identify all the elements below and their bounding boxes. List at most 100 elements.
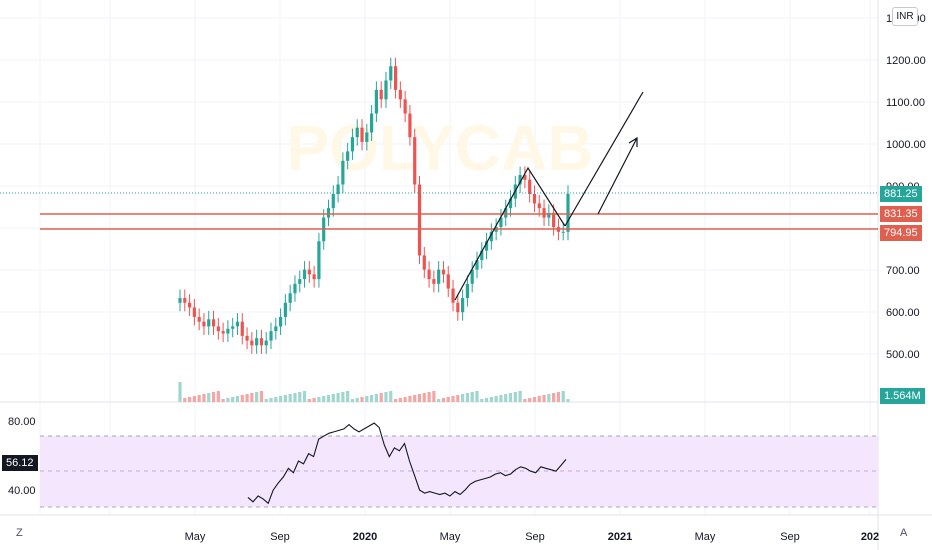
candle-body [398,89,402,100]
candle-body [384,80,388,100]
volume-bar [207,393,211,402]
volume-bar [365,396,369,402]
volume-bar [187,397,192,402]
volume-bar [556,392,561,402]
price-tick: 600.00 [886,307,920,319]
volume-bar [547,394,551,402]
candle-body [552,212,556,228]
volume-bar [513,392,517,402]
time-label: Sep [525,531,545,543]
volume-bars [178,382,570,402]
volume-badge: 1.564M [880,388,925,404]
candle-body [269,331,273,341]
volume-bar [542,395,546,402]
volume-bar [403,397,407,402]
candle-body [470,269,474,284]
candle-body [446,274,450,289]
candle-body [499,217,503,228]
volume-bar [293,393,297,402]
candle-body [480,250,484,261]
candle-body [307,269,311,275]
volume-bar [470,392,474,402]
volume-bar [475,391,479,402]
candle-body [408,113,412,138]
volume-bar [374,394,378,402]
volume-bar [432,391,436,402]
volume-bar [427,392,431,402]
volume-bar [336,393,340,402]
candle-body [192,307,196,317]
volume-bar [456,395,460,402]
volume-bar [231,397,235,402]
candle-body [245,335,249,341]
rsi-axis[interactable]: 80.00 40.00 [8,416,36,497]
volume-bar [331,394,335,402]
candle-body [274,326,278,332]
candle-body [561,231,565,233]
volume-bar [274,397,278,402]
volume-bar [312,398,316,402]
candle-body [360,127,364,142]
volume-bar [566,399,570,402]
volume-bar [350,399,355,402]
candle-body [508,198,513,209]
volume-bar [221,399,225,402]
candle-body [341,160,345,185]
candle-body [283,302,287,317]
volume-bar [389,391,393,402]
volume-bar [528,398,532,402]
time-label: 202 [861,531,879,543]
time-label: Sep [270,531,290,543]
candle-body [451,288,455,303]
candle-body [566,193,570,232]
pattern-drawing[interactable] [454,91,644,301]
volume-bar [370,395,374,402]
volume-bar [484,398,489,402]
volume-bar [422,393,426,402]
currency-button[interactable]: INR [892,7,918,26]
pattern-trendline[interactable] [454,166,566,301]
candle-body [523,175,527,180]
price-candles [178,57,570,354]
volume-bar [235,396,240,402]
candle-body [302,269,307,280]
volume-bar [255,392,259,402]
candle-body [226,328,230,334]
volume-bar [283,395,287,402]
candle-body [432,279,436,284]
candle-body [537,203,541,209]
candle-body [417,184,422,256]
volume-bar [302,391,307,402]
candle-body [465,283,470,299]
rsi-tick: 80.00 [8,416,36,428]
candle-body [532,193,537,204]
volume-bar [288,394,292,402]
time-axis[interactable]: May Sep 2020 May Sep 2021 May Sep 202 [185,531,880,543]
candle-body [542,208,546,218]
projection-arrow[interactable] [564,91,644,227]
symbol-watermark: POLYCAB [286,112,593,184]
volume-bar [461,394,465,402]
candle-body [403,99,407,114]
price-tick: 500.00 [886,349,920,361]
price-tick: 1200.00 [886,55,926,67]
candle-body [264,340,268,346]
volume-bar [317,397,321,402]
candle-body [379,89,383,100]
candle-body [231,326,235,329]
candle-body [461,298,465,313]
volume-bar [202,394,206,402]
target-arrow[interactable] [597,137,638,215]
candle-body [331,193,335,209]
candle-body [489,231,493,242]
price-tick: 700.00 [886,265,920,277]
volume-bar [264,399,268,402]
candle-body [437,269,441,284]
zoom-button[interactable]: Z [16,527,23,539]
candle-body [288,293,292,303]
volume-bar [211,392,216,402]
volume-bar [499,395,503,402]
auto-scale-button[interactable]: A [900,527,908,539]
candle-body [475,260,479,270]
